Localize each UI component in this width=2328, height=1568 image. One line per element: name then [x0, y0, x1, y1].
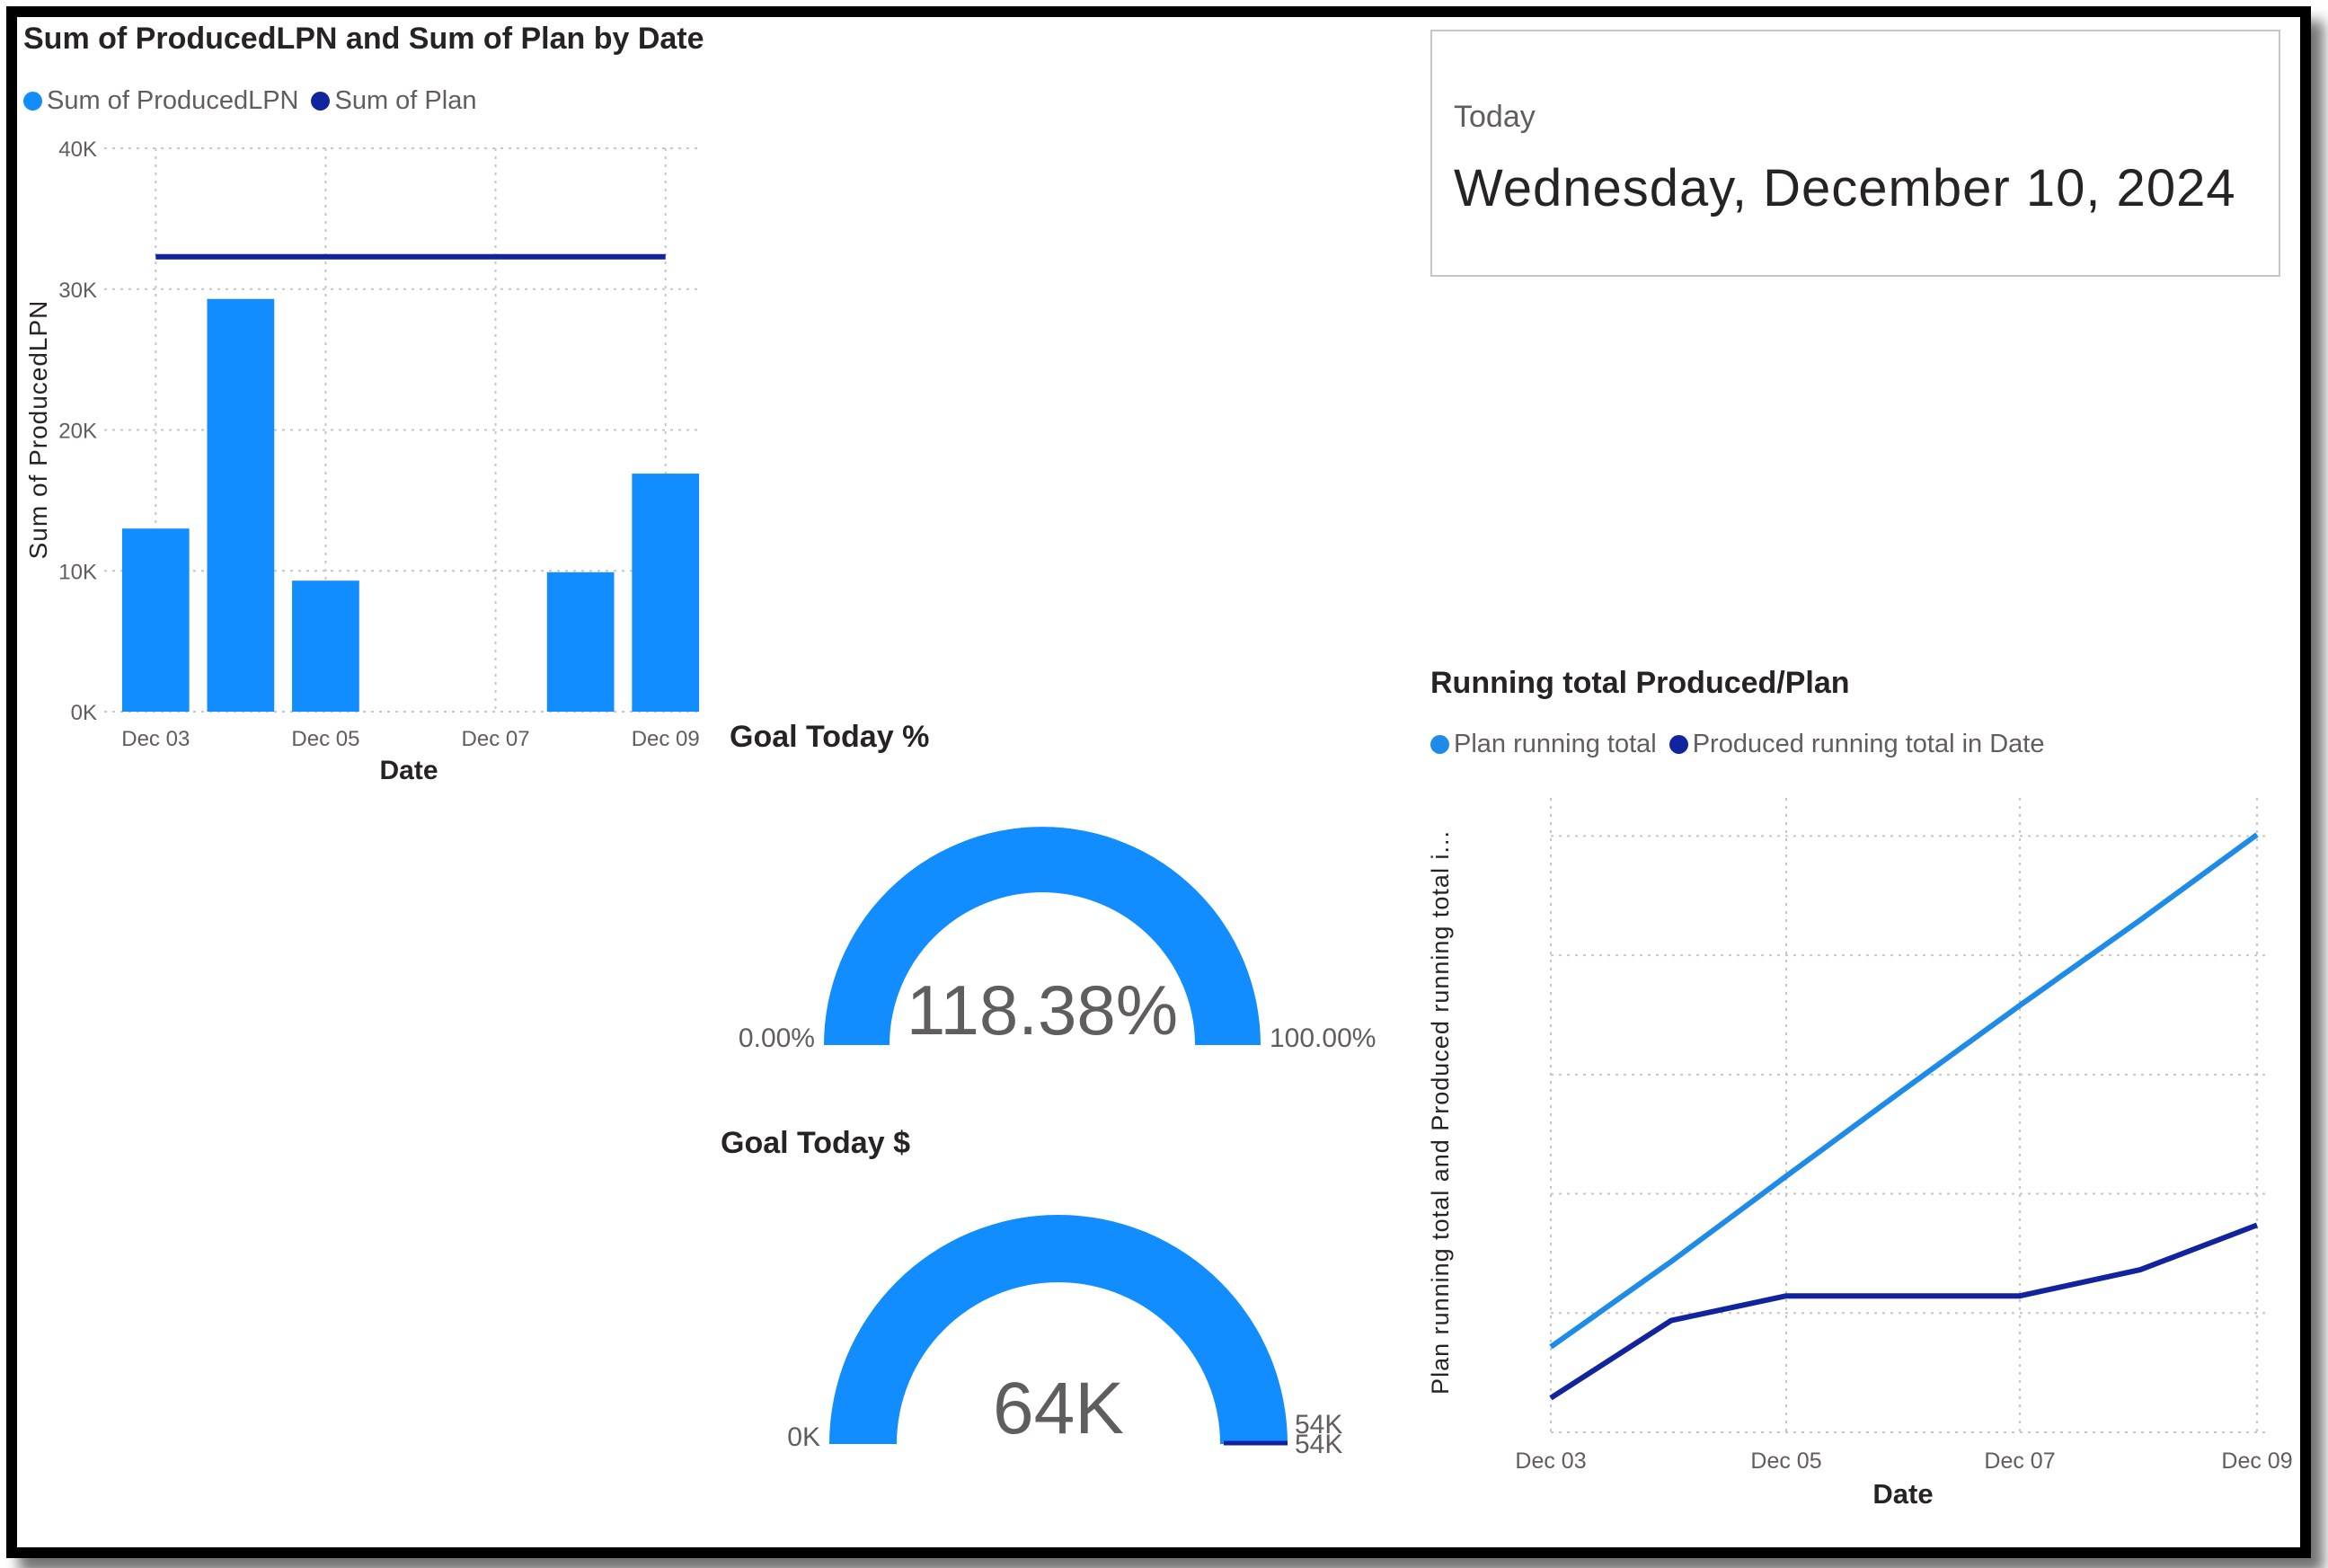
gauge-fill-arc — [824, 827, 1261, 1045]
gauge-target-label: 54K — [1295, 1410, 1342, 1440]
legend-label-produced-running: Produced running total in Date — [1692, 730, 2045, 758]
gauge-min-label: 0.00% — [739, 1023, 815, 1053]
line-chart[interactable]: Dec 03 Dec 05 Dec 07 Dec 09 Date Plan running… — [1420, 773, 2300, 1528]
legend-item-produced[interactable]: Sum of ProducedLPN — [23, 86, 298, 116]
bar-dec-04 — [207, 298, 275, 712]
bar-chart[interactable]: 0K 10K 20K 30K 40K Dec 03 Dec 05 Dec 07 Dec 09 Da… — [0, 126, 719, 809]
plan-running-line — [1549, 832, 2259, 1350]
bar-chart-title: Sum of ProducedLPN and Sum of Plan by Da… — [23, 22, 704, 56]
x-tick-label: Dec 03 — [1515, 1448, 1586, 1474]
gauge-max-label: 54K — [1295, 1430, 1342, 1459]
legend-dot-icon — [23, 92, 42, 111]
gauge-min-label: 0K — [787, 1422, 820, 1452]
today-card: Today Wednesday, December 10, 2024 — [1430, 30, 2280, 277]
bar-dec-08 — [546, 571, 615, 712]
legend-dot-icon — [1669, 735, 1688, 754]
legend-dot-icon — [1430, 735, 1449, 754]
legend-item-produced-running[interactable]: Produced running total in Date — [1669, 730, 2045, 759]
today-label: Today — [1454, 100, 1536, 134]
x-tick-label: Dec 09 — [2221, 1448, 2292, 1474]
bar-dec-05 — [292, 580, 359, 712]
bar-dec-03 — [121, 528, 190, 712]
bar-dec-09 — [632, 474, 700, 712]
y-tick-label: 20K — [58, 420, 97, 444]
today-date-value: Wednesday, December 10, 2024 — [1454, 159, 2236, 217]
y-tick-label: 30K — [58, 279, 97, 303]
x-tick-label: Dec 03 — [121, 727, 190, 751]
gauge-value-label: 118.38% — [907, 970, 1178, 1050]
legend-item-plan-running[interactable]: Plan running total — [1430, 730, 1657, 759]
y-tick-label: 40K — [58, 137, 97, 162]
gauge-fill-arc — [829, 1215, 1288, 1444]
legend-label-plan: Sum of Plan — [334, 86, 477, 115]
x-tick-label: Dec 05 — [291, 727, 359, 751]
x-axis-label: Date — [1872, 1478, 1933, 1510]
x-tick-label: Dec 09 — [632, 727, 700, 751]
gauge-dollar-title: Goal Today $ — [721, 1126, 910, 1160]
legend-item-plan[interactable]: Sum of Plan — [311, 86, 476, 116]
gauge-max-label: 100.00% — [1270, 1023, 1376, 1053]
produced-running-line — [1549, 1222, 2259, 1401]
bar-chart-legend[interactable]: Sum of ProducedLPN Sum of Plan — [23, 86, 489, 116]
x-axis-label: Date — [379, 756, 438, 785]
line-chart-legend[interactable]: Plan running total Produced running tota… — [1430, 730, 2057, 759]
y-axis-label: Plan running total and Produced running … — [1427, 830, 1454, 1395]
x-tick-label: Dec 05 — [1750, 1448, 1821, 1474]
gauge-pct-title: Goal Today % — [730, 720, 930, 754]
gauge-percent[interactable]: 118.38% 0.00% 100.00% — [719, 773, 1402, 1069]
x-tick-label: Dec 07 — [1984, 1448, 2055, 1474]
line-chart-title: Running total Produced/Plan — [1430, 666, 1850, 700]
gauge-value-label: 64K — [993, 1368, 1124, 1449]
y-axis-label: Sum of ProducedLPN — [24, 300, 52, 560]
y-tick-label: 10K — [58, 560, 97, 584]
y-tick-label: 0K — [71, 701, 97, 725]
x-tick-label: Dec 07 — [462, 727, 530, 751]
legend-dot-icon — [311, 92, 331, 111]
legend-label-produced: Sum of ProducedLPN — [47, 86, 299, 115]
legend-label-plan-running: Plan running total — [1454, 730, 1657, 758]
